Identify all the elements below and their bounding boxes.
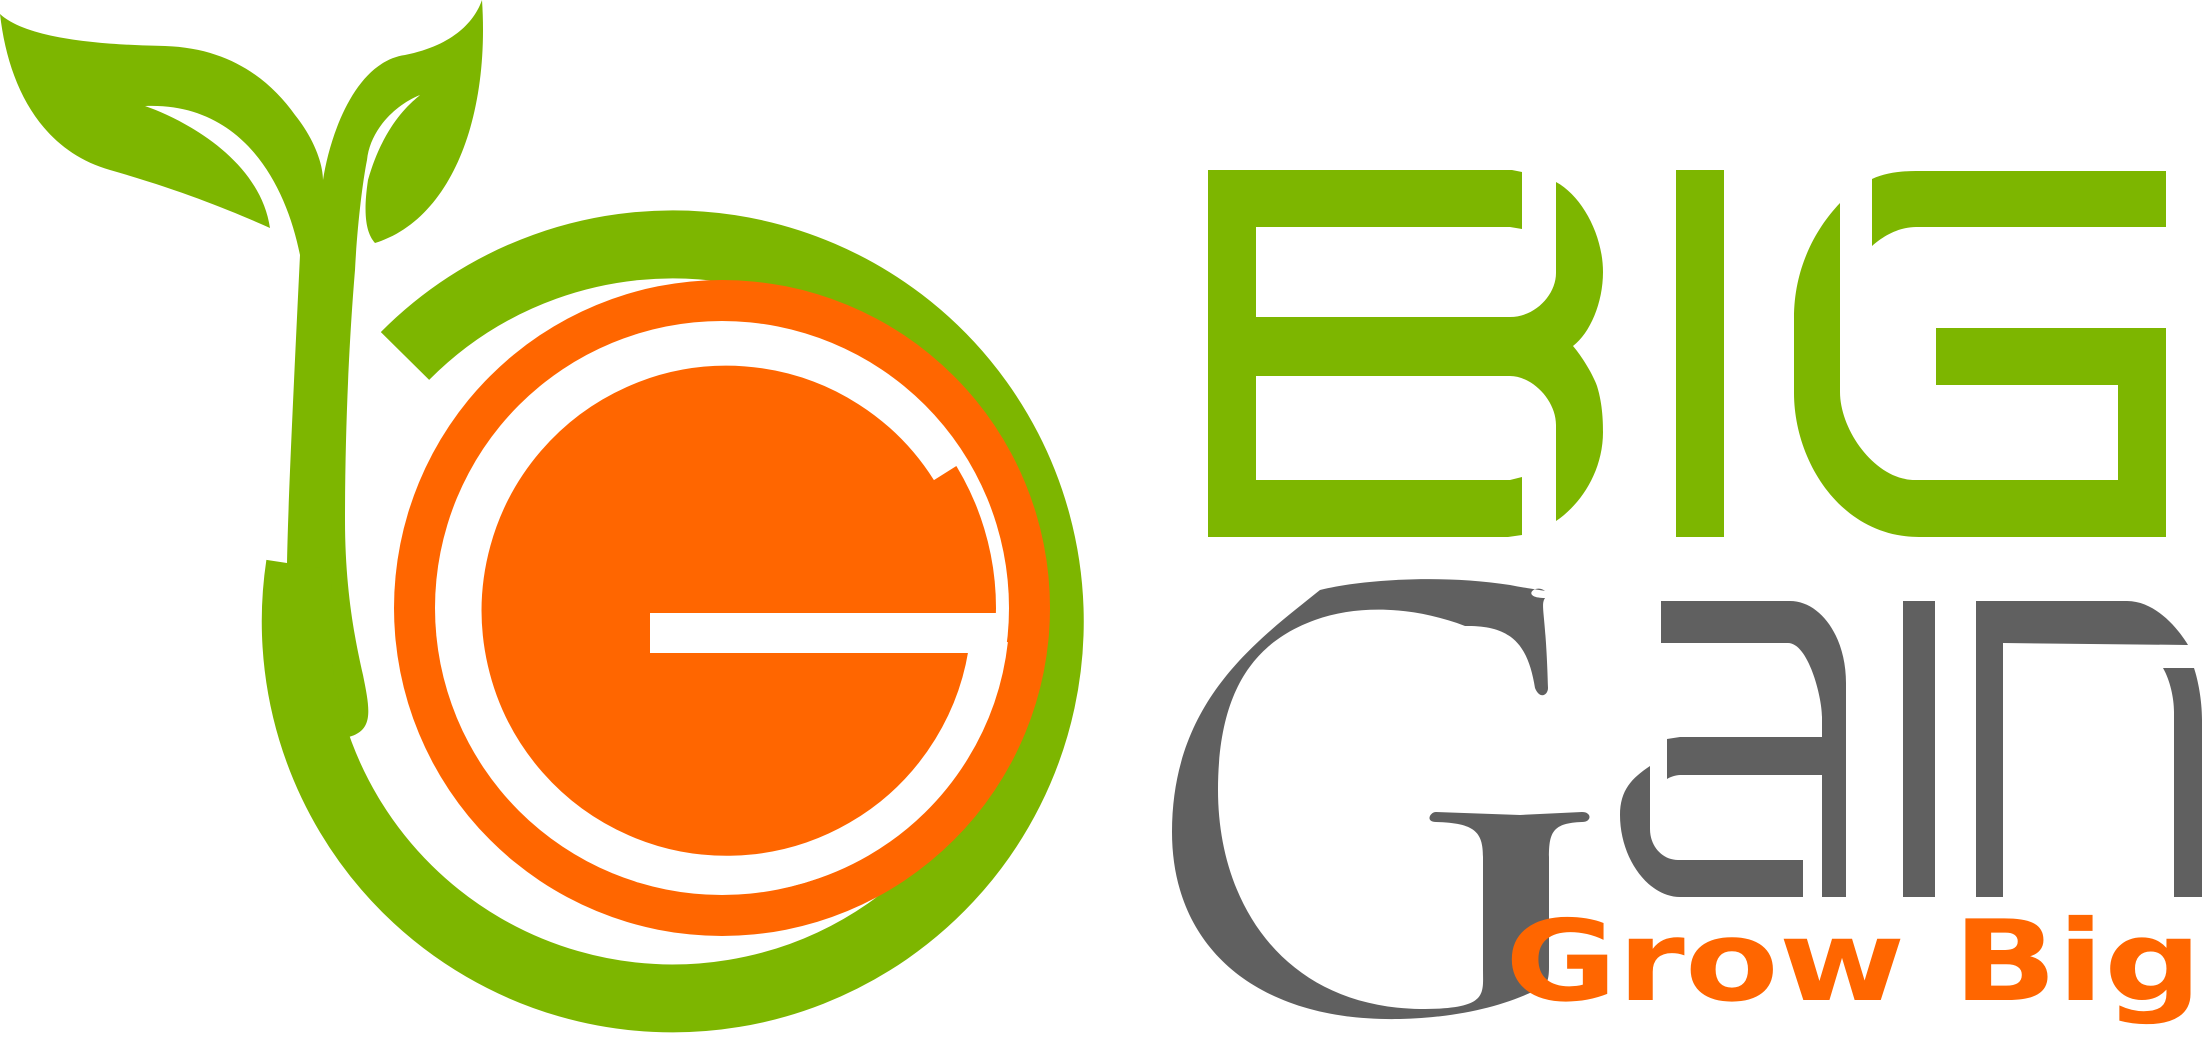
orange-core [448, 334, 996, 882]
sprout-icon [0, 0, 484, 740]
emblem-g [394, 280, 1050, 936]
letter-g-gray [1172, 579, 1590, 1020]
left-leaf [0, 0, 484, 740]
letter-n [1976, 601, 2202, 897]
letter-i-gray [1903, 601, 1935, 897]
letter-b [1208, 170, 1603, 537]
g-letter-stroke [443, 327, 1008, 894]
tagline-grow: Grow Big [1505, 897, 2202, 1027]
letter-i [1676, 170, 1724, 537]
wordmark-big [1208, 170, 2166, 537]
g-crossbar [650, 613, 1002, 653]
outer-ring-arc [261, 210, 1084, 1033]
letter-g-green [1794, 171, 2166, 537]
letter-a [1620, 601, 1846, 897]
wordmark-gain [1172, 579, 2202, 1020]
